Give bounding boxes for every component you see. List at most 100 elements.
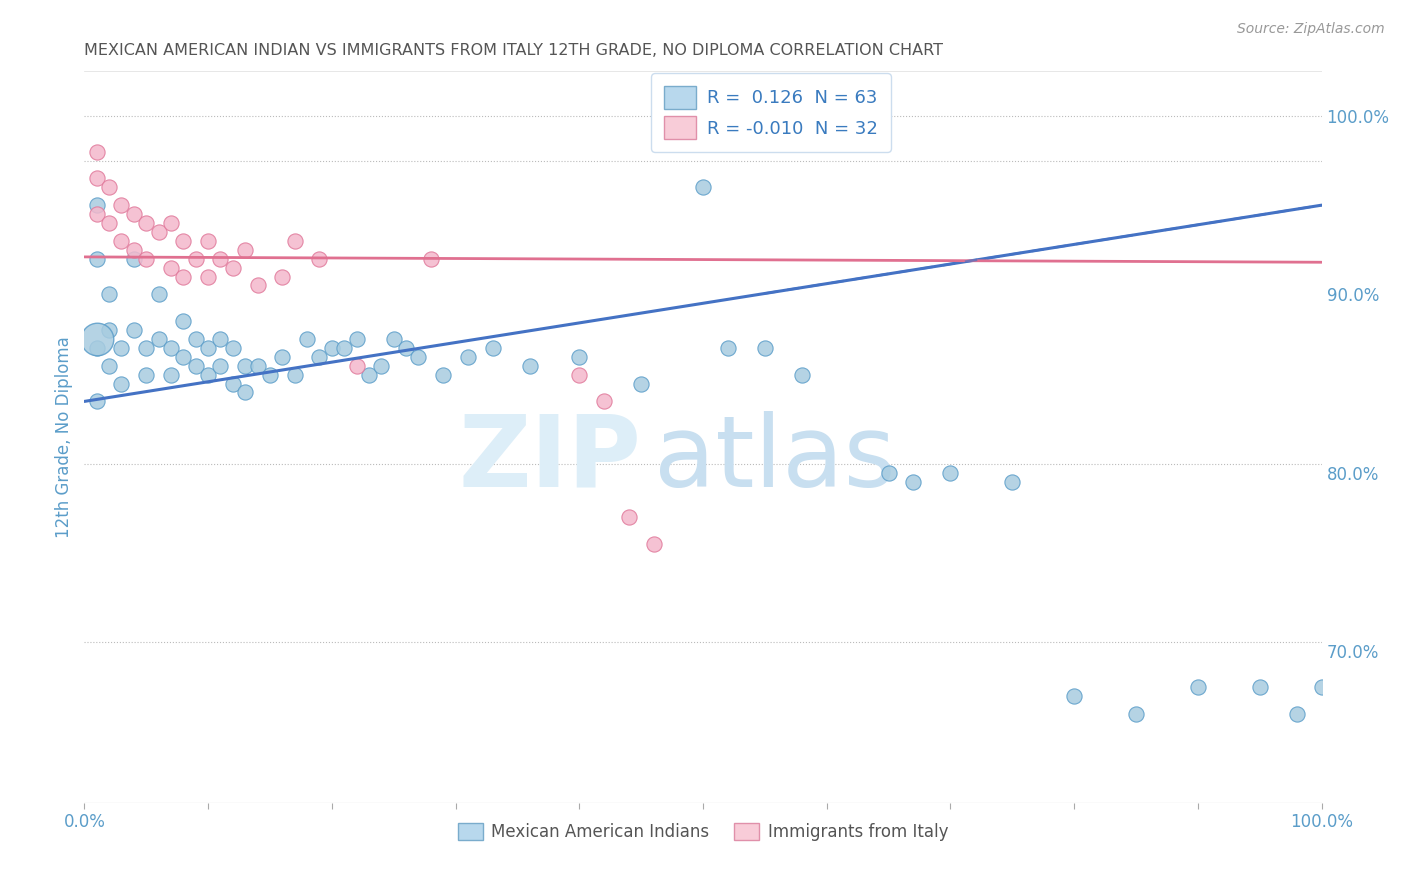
Point — [222, 260, 245, 275]
Point — [1125, 706, 1147, 721]
Point — [110, 341, 132, 355]
Point — [86, 171, 108, 186]
Point — [593, 394, 616, 409]
Point — [148, 287, 170, 301]
Point — [259, 368, 281, 382]
Point — [692, 180, 714, 194]
Point — [877, 466, 900, 480]
Point — [172, 314, 194, 328]
Point — [939, 466, 962, 480]
Point — [408, 350, 430, 364]
Point — [197, 341, 219, 355]
Point — [135, 368, 157, 382]
Point — [346, 332, 368, 346]
Legend: Mexican American Indians, Immigrants from Italy: Mexican American Indians, Immigrants fro… — [450, 814, 956, 849]
Point — [86, 332, 108, 346]
Point — [98, 216, 121, 230]
Point — [419, 252, 441, 266]
Point — [184, 332, 207, 346]
Point — [110, 234, 132, 248]
Point — [122, 323, 145, 337]
Point — [308, 350, 330, 364]
Point — [209, 332, 232, 346]
Point — [903, 475, 925, 489]
Point — [382, 332, 405, 346]
Point — [568, 350, 591, 364]
Point — [754, 341, 776, 355]
Text: atlas: atlas — [654, 410, 896, 508]
Point — [630, 376, 652, 391]
Point — [197, 234, 219, 248]
Text: Source: ZipAtlas.com: Source: ZipAtlas.com — [1237, 22, 1385, 37]
Point — [222, 341, 245, 355]
Y-axis label: 12th Grade, No Diploma: 12th Grade, No Diploma — [55, 336, 73, 538]
Point — [148, 332, 170, 346]
Point — [357, 368, 380, 382]
Point — [197, 368, 219, 382]
Point — [148, 225, 170, 239]
Point — [110, 198, 132, 212]
Point — [160, 368, 183, 382]
Text: ZIP: ZIP — [458, 410, 641, 508]
Point — [233, 359, 256, 373]
Point — [233, 243, 256, 257]
Point — [519, 359, 541, 373]
Point — [160, 260, 183, 275]
Point — [717, 341, 740, 355]
Point — [1001, 475, 1024, 489]
Point — [246, 278, 269, 293]
Point — [86, 198, 108, 212]
Point — [86, 341, 108, 355]
Point — [122, 207, 145, 221]
Point — [98, 323, 121, 337]
Point — [643, 537, 665, 551]
Point — [284, 368, 307, 382]
Point — [395, 341, 418, 355]
Text: MEXICAN AMERICAN INDIAN VS IMMIGRANTS FROM ITALY 12TH GRADE, NO DIPLOMA CORRELAT: MEXICAN AMERICAN INDIAN VS IMMIGRANTS FR… — [84, 43, 943, 58]
Point — [98, 287, 121, 301]
Point — [98, 180, 121, 194]
Point — [184, 359, 207, 373]
Point — [86, 145, 108, 159]
Point — [1187, 680, 1209, 694]
Point — [233, 385, 256, 400]
Point — [110, 376, 132, 391]
Point — [370, 359, 392, 373]
Point — [432, 368, 454, 382]
Point — [1063, 689, 1085, 703]
Point — [308, 252, 330, 266]
Point — [135, 216, 157, 230]
Point — [197, 269, 219, 284]
Point — [271, 350, 294, 364]
Point — [333, 341, 356, 355]
Point — [481, 341, 503, 355]
Point — [1285, 706, 1308, 721]
Point — [135, 252, 157, 266]
Point — [98, 359, 121, 373]
Point — [86, 252, 108, 266]
Point — [284, 234, 307, 248]
Point — [172, 350, 194, 364]
Point — [160, 216, 183, 230]
Point — [1249, 680, 1271, 694]
Point — [172, 234, 194, 248]
Point — [271, 269, 294, 284]
Point — [122, 252, 145, 266]
Point — [617, 510, 640, 524]
Point — [184, 252, 207, 266]
Point — [246, 359, 269, 373]
Point — [295, 332, 318, 346]
Point — [172, 269, 194, 284]
Point — [222, 376, 245, 391]
Point — [346, 359, 368, 373]
Point — [209, 359, 232, 373]
Point — [790, 368, 813, 382]
Point — [86, 394, 108, 409]
Point — [122, 243, 145, 257]
Point — [457, 350, 479, 364]
Point — [160, 341, 183, 355]
Point — [568, 368, 591, 382]
Point — [1310, 680, 1333, 694]
Point — [321, 341, 343, 355]
Point — [135, 341, 157, 355]
